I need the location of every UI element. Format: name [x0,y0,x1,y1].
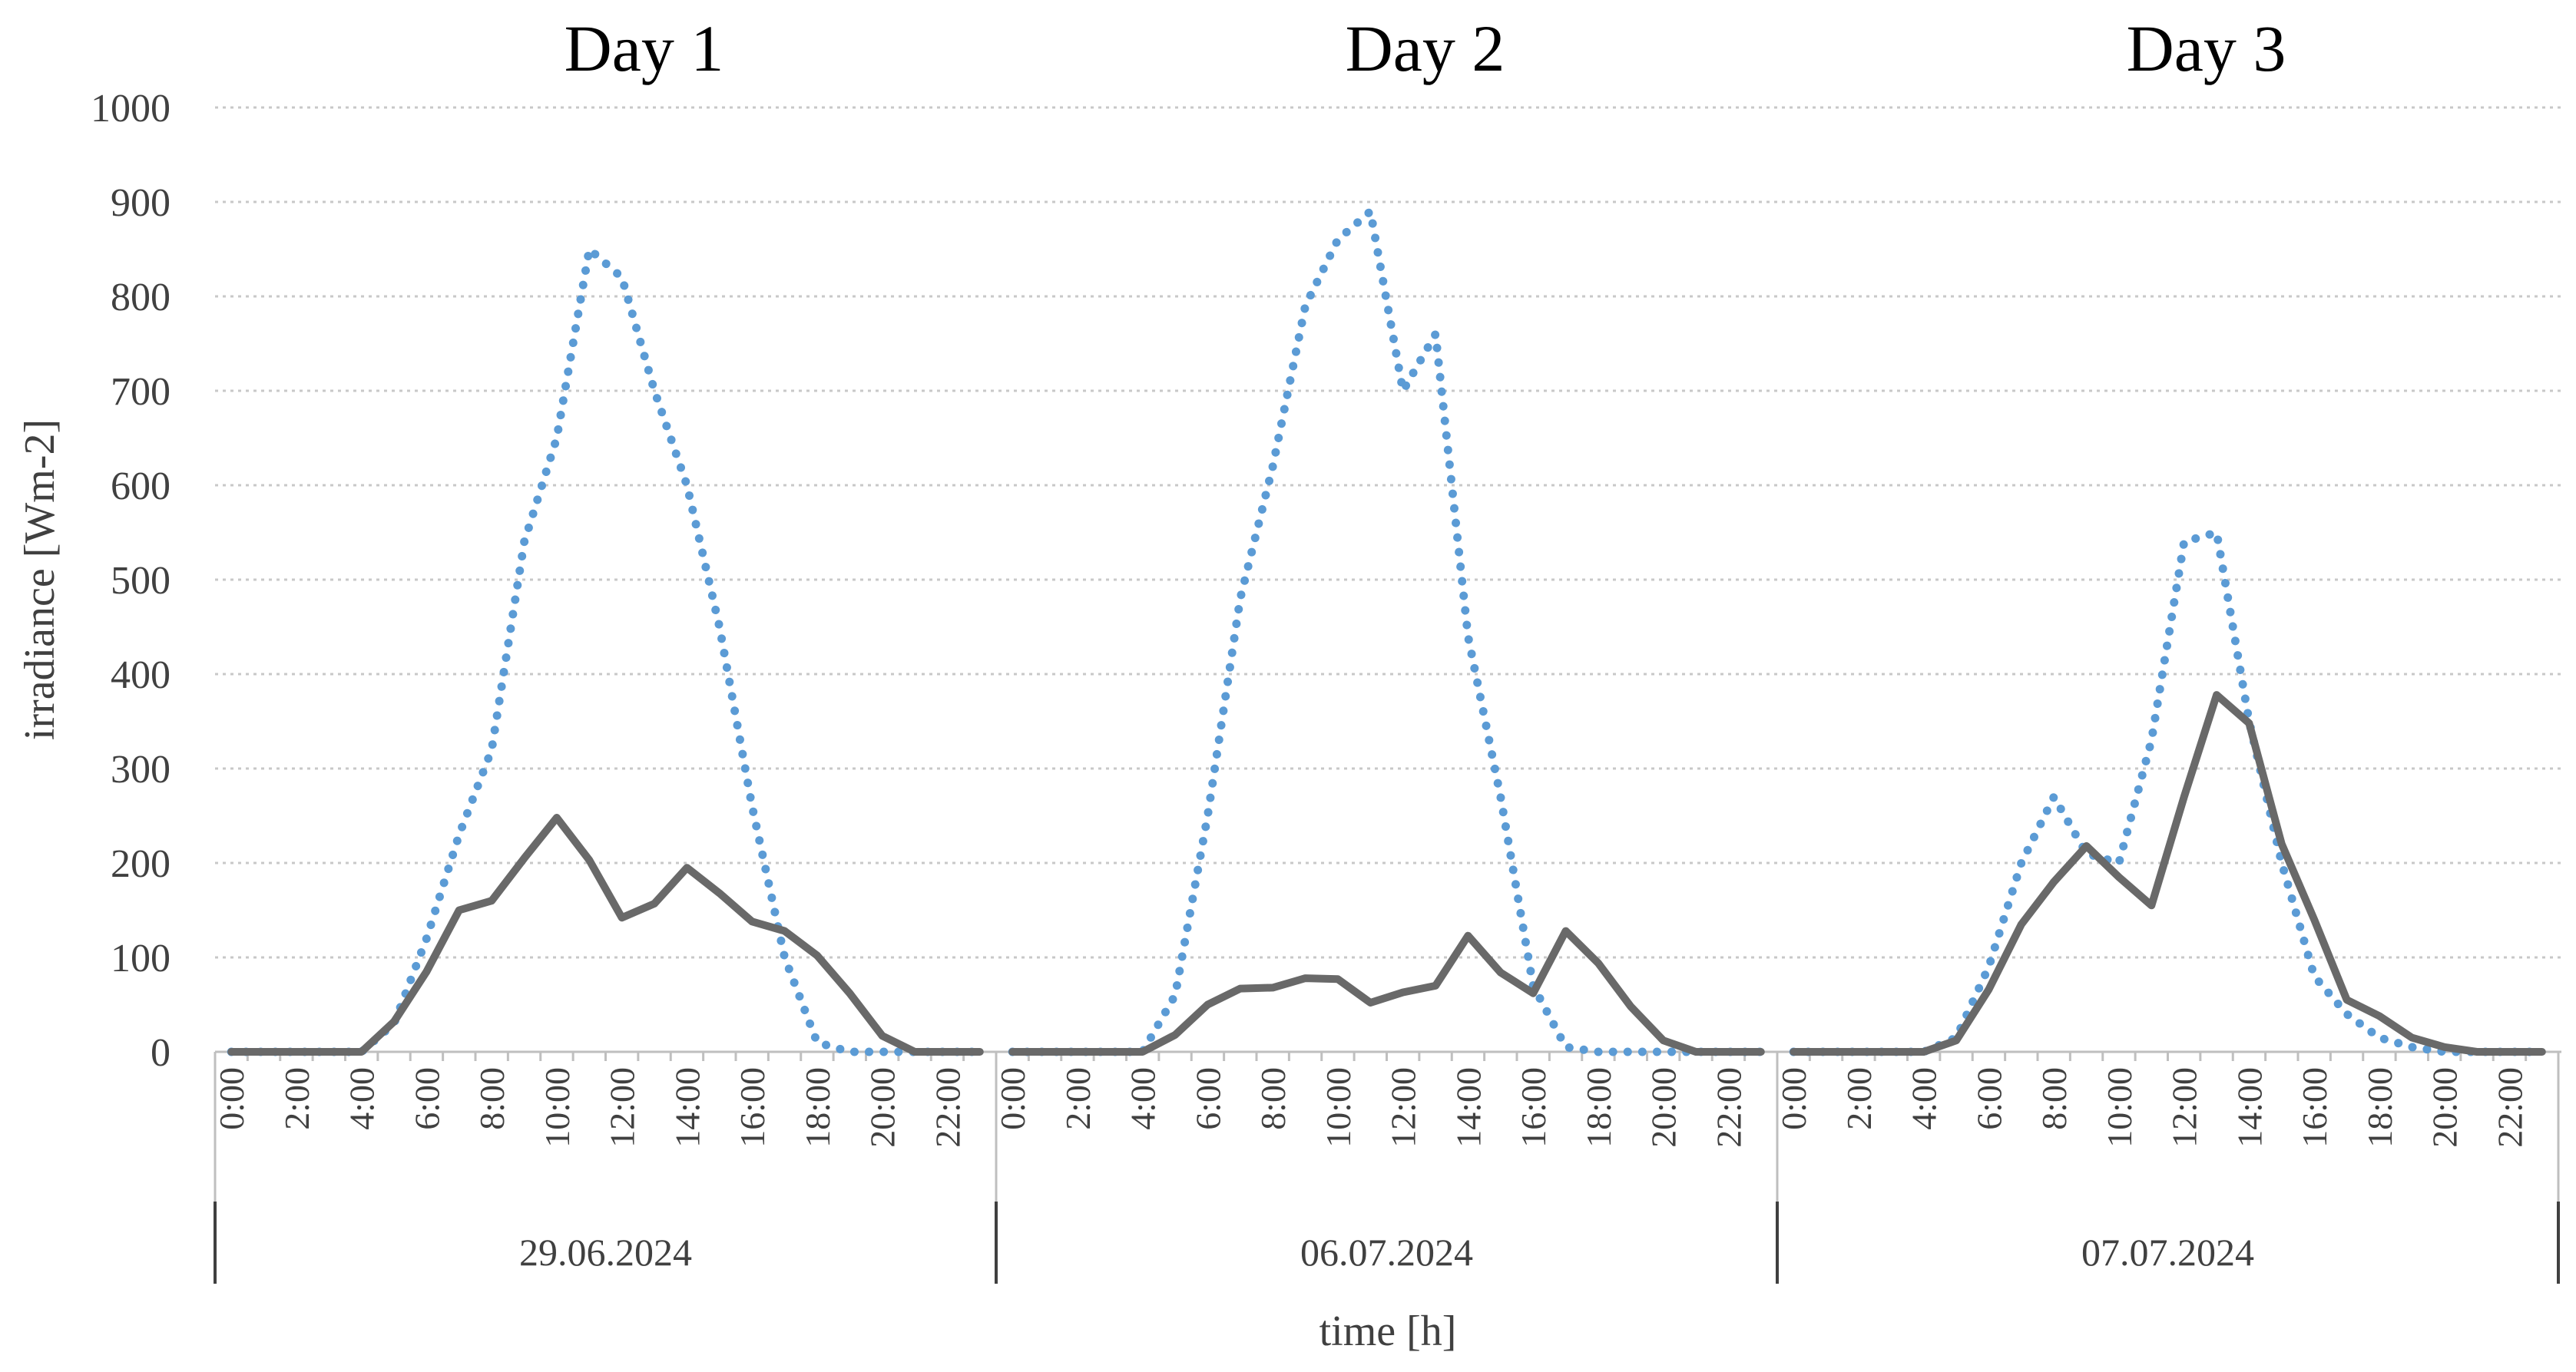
axes [214,1050,2561,1284]
y-tick-label: 0 [151,1031,171,1075]
series [227,207,2547,1056]
x-tick-label: 4:00 [343,1067,382,1130]
x-tick-label: 12:00 [1384,1067,1423,1148]
y-tick-label: 800 [111,276,171,319]
x-tick-label: 12:00 [2165,1067,2204,1148]
y-axis-title: irradiance [Wm-2] [16,419,64,740]
x-tick-label: 4:00 [1124,1067,1163,1130]
x-tick-label: 14:00 [1449,1067,1488,1148]
x-tick-label: 10:00 [2100,1067,2139,1148]
x-tick-label: 0:00 [212,1067,251,1130]
y-tick-label: 1000 [91,87,171,131]
x-tick-label: 16:00 [733,1067,772,1148]
y-tick-label: 700 [111,370,171,414]
y-tick-label: 200 [111,842,171,886]
x-tick-label: 10:00 [538,1067,577,1148]
x-tick-label: 22:00 [2490,1067,2529,1148]
solid-series-line [1008,927,1765,1056]
x-tick-label: 20:00 [1644,1067,1684,1148]
dotted-series-line [1008,207,1766,1056]
x-tick-label: 10:00 [1319,1067,1358,1148]
y-tick-label: 300 [111,748,171,792]
solid-series-line [1790,691,2546,1056]
x-tick-label: 6:00 [407,1067,446,1130]
date-label: 29.06.2024 [519,1231,692,1274]
day-title: Day 2 [1346,12,1505,85]
y-tick-label: 400 [111,653,171,697]
dotted-series-line [227,245,985,1056]
x-tick-label: 14:00 [667,1067,707,1148]
x-tick-label: 12:00 [603,1067,642,1148]
x-tick-label: 2:00 [1058,1067,1098,1130]
x-tick-label: 8:00 [472,1067,512,1130]
x-tick-label: 18:00 [798,1067,837,1148]
x-tick-label: 0:00 [1774,1067,1813,1130]
y-tick-label: 900 [111,181,171,225]
x-tick-label: 4:00 [1905,1067,1944,1130]
solid-series-line [227,814,984,1056]
x-tick-label: 22:00 [928,1067,967,1148]
x-tick-label: 18:00 [1579,1067,1618,1148]
x-tick-label: 2:00 [1839,1067,1879,1130]
date-label: 06.07.2024 [1300,1231,1473,1274]
x-tick-label: 22:00 [1709,1067,1748,1148]
x-tick-label: 14:00 [2230,1067,2269,1148]
x-tick-label: 0:00 [993,1067,1032,1130]
date-label: 07.07.2024 [2081,1231,2254,1274]
x-tick-label: 8:00 [2035,1067,2074,1130]
day-title: Day 1 [565,12,724,85]
dotted-series-line [1789,528,2547,1056]
x-axis-title: time [h] [1319,1308,1457,1355]
x-tick-label: 16:00 [2295,1067,2334,1148]
x-tick-label: 6:00 [1969,1067,2008,1130]
y-tick-label: 500 [111,559,171,603]
day-title: Day 3 [2127,12,2286,85]
x-tick-label: 18:00 [2360,1067,2399,1148]
x-tick-label: 20:00 [863,1067,902,1148]
x-tick-label: 20:00 [2425,1067,2465,1148]
x-tick-label: 16:00 [1514,1067,1553,1148]
x-tick-label: 2:00 [277,1067,316,1130]
y-tick-label: 100 [111,937,171,980]
x-tick-label: 6:00 [1188,1067,1227,1130]
y-tick-label: 600 [111,464,171,508]
x-tick-label: 8:00 [1253,1067,1293,1130]
labels: 0 100 200 300 400 500 600 700 800 900 1000 Day 1 29.… [16,12,2529,1355]
